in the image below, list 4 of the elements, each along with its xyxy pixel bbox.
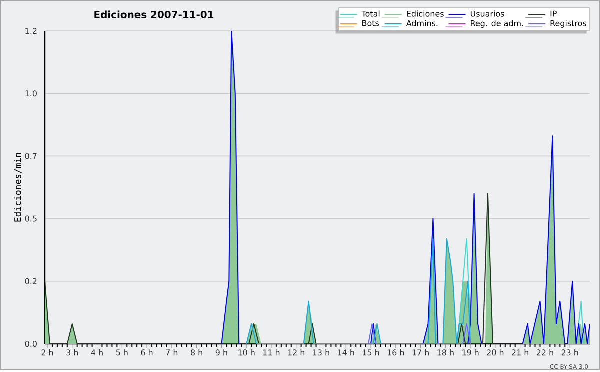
chart-title: Ediciones 2007-11-01	[94, 10, 214, 18]
line-series	[246, 238, 472, 344]
line-series	[221, 30, 590, 344]
y-axis-title: Ediciones/min	[14, 153, 22, 222]
